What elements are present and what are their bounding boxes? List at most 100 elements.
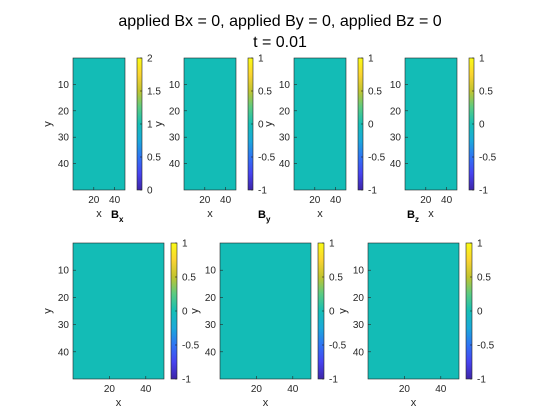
component-subscript: y [266,215,271,224]
x-axis-label: x [411,397,417,409]
y-tick-label: 20 [205,293,217,304]
field-image [184,58,236,190]
y-axis-label: y [153,121,165,127]
y-tick-label: 40 [353,347,365,358]
colorbar-tick-label: -1 [368,186,377,197]
y-tick-label: 10 [58,80,70,91]
colorbar-tick-label: 1 [258,54,264,65]
colorbar [466,243,472,379]
y-tick-label: 40 [58,159,70,170]
colorbar-tick-label: 0.5 [182,273,196,284]
colorbar-tick-label: -0.5 [368,153,386,164]
y-tick-label: 30 [58,320,70,331]
y-tick-label: 40 [205,347,217,358]
axes-box [219,242,312,380]
y-tick-label: 30 [58,133,70,144]
x-tick-label: 20 [399,384,411,395]
subplot-top-3: 10 20 30 40 20 40 x y -1 -0.5 0 0.5 1 [263,54,386,221]
field-image [220,243,311,379]
y-axis-label: y [189,308,201,314]
colorbar-tick-label: 0.5 [147,153,161,164]
x-tick-label: 40 [435,384,447,395]
y-tick-label: 10 [353,266,365,277]
colorbar-tick-label: 0 [258,120,264,131]
y-tick-label: 40 [169,159,181,170]
y-tick-label: 40 [58,347,70,358]
component-subscript: z [415,215,419,224]
y-tick-label: 10 [205,266,217,277]
colorbar-tick-label: 2 [147,54,153,65]
colorbar-tick-label: 1 [329,239,335,250]
x-tick-label: 20 [420,195,432,206]
colorbar-tick-label: -1 [182,375,191,386]
x-axis-label: x [207,208,213,220]
y-tick-label: 40 [279,159,291,170]
y-tick-label: 30 [390,133,402,144]
axes-box [293,57,347,191]
colorbar-tick-label: 1 [479,54,485,65]
colorbar [171,243,177,379]
colorbar-tick-label: 0 [147,186,153,197]
colorbar-tick-label: 0.5 [477,273,491,284]
colorbar-tick-label: 0 [479,120,485,131]
colorbar-tick-label: -0.5 [477,341,495,352]
subplot-top-4: 10 20 30 40 20 40 x -1 -0.5 0 0.5 1 Bz [390,54,497,225]
y-tick-label: 30 [205,320,217,331]
x-tick-label: 40 [330,195,342,206]
axes-box [183,57,237,191]
colorbar-tick-label: -1 [479,186,488,197]
x-axis-label: x [263,397,269,409]
y-tick-label: 20 [58,293,70,304]
x-axis-label: x [428,208,434,220]
x-tick-label: 20 [199,195,211,206]
y-axis-label: y [42,308,54,314]
y-tick-label: 20 [279,106,291,117]
colorbar [137,58,142,190]
colorbar-tick-label: 0.5 [368,87,382,98]
y-axis-label: y [337,308,349,314]
y-tick-label: 30 [169,133,181,144]
figure-title-line1: applied Bx = 0, applied By = 0, applied … [118,13,441,30]
colorbar-tick-label: 0.5 [329,273,343,284]
y-tick-label: 10 [169,80,181,91]
subplot-top-2: 10 20 30 40 20 40 x y -1 -0.5 0 0.5 1 By [153,54,276,225]
colorbar-tick-label: -0.5 [479,153,497,164]
colorbar [469,58,474,190]
colorbar-tick-label: 0 [477,307,483,318]
y-tick-label: 10 [58,266,70,277]
x-tick-label: 40 [140,384,152,395]
colorbar-tick-label: -1 [329,375,338,386]
colorbar [318,243,324,379]
x-tick-label: 20 [88,195,100,206]
subplot-bottom-2: 10 20 30 40 20 40 x y -1 -0.5 0 0.5 1 [189,239,347,410]
axes-box [72,242,165,380]
component-label: Bx [111,209,124,224]
x-axis-label: x [317,208,323,220]
subplot-top-1: 10 20 30 40 20 40 x y 0 0.5 1 1.5 2 Bx [42,54,161,225]
colorbar-tick-label: -0.5 [258,153,276,164]
y-axis-label: y [42,121,54,127]
subplot-bottom-3: 10 20 30 40 20 40 x y -1 -0.5 0 0.5 1 [337,239,495,410]
colorbar-tick-label: 1.5 [147,87,161,98]
y-axis-label: y [263,121,275,127]
y-tick-label: 20 [353,293,365,304]
colorbar-tick-label: 0.5 [258,87,272,98]
y-tick-label: 30 [353,320,365,331]
axes-box [72,57,126,191]
y-tick-label: 20 [58,106,70,117]
field-image [73,243,164,379]
colorbar [358,58,363,190]
x-tick-label: 40 [287,384,299,395]
colorbar-tick-label: 0 [368,120,374,131]
y-tick-label: 40 [390,159,402,170]
colorbar-tick-label: 1 [368,54,374,65]
colorbar-tick-label: -1 [258,186,267,197]
x-tick-label: 40 [441,195,453,206]
x-tick-label: 40 [109,195,121,206]
colorbar-tick-label: 1 [182,239,188,250]
field-image [405,58,457,190]
x-axis-label: x [116,397,122,409]
